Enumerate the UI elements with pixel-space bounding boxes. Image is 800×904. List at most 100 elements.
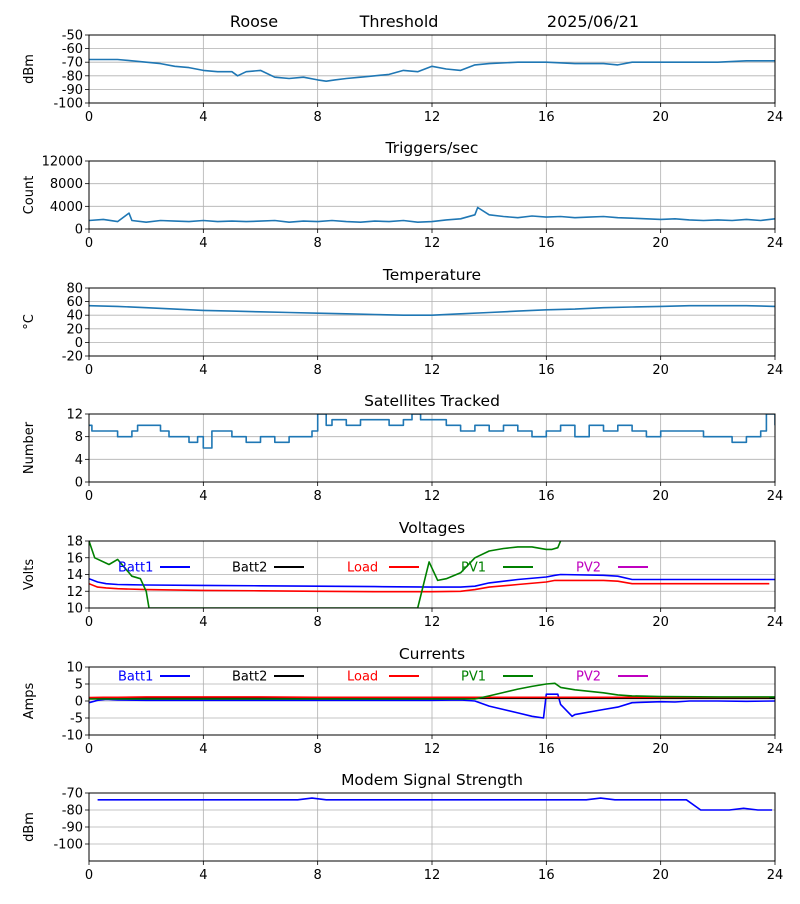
x-tick-label: 24 (767, 110, 784, 125)
x-tick-label: 8 (314, 868, 322, 883)
y-tick-label: 20 (66, 322, 83, 337)
series-line-batt1 (89, 573, 775, 588)
x-tick-label: 4 (199, 236, 207, 251)
chart-title: Triggers/sec (385, 139, 479, 157)
x-tick-label: 0 (85, 615, 93, 630)
x-tick-label: 16 (538, 489, 555, 504)
y-tick-label: 12000 (42, 155, 83, 170)
x-tick-label: 20 (652, 615, 669, 630)
y-tick-label: 80 (66, 282, 83, 297)
x-tick-label: 0 (85, 489, 93, 504)
legend-label-pv2: PV2 (576, 670, 601, 685)
legend-label-batt2: Batt2 (232, 670, 267, 685)
x-tick-label: 12 (424, 363, 441, 378)
legend-label-pv1: PV1 (461, 670, 486, 685)
x-tick-label: 20 (652, 236, 669, 251)
x-tick-label: 4 (199, 742, 207, 757)
y-tick-label: 4000 (50, 200, 83, 215)
x-tick-label: 20 (652, 868, 669, 883)
x-tick-label: 16 (538, 742, 555, 757)
series-line-modem (97, 797, 773, 811)
y-tick-label: 40 (66, 309, 83, 324)
y-tick-label: 10 (66, 602, 83, 617)
x-tick-label: 24 (767, 742, 784, 757)
axes-frame (88, 413, 776, 483)
y-tick-label: -80 (62, 69, 83, 84)
y-tick-label: 8 (75, 430, 83, 445)
x-tick-label: 24 (767, 615, 784, 630)
y-tick-label: 0 (75, 695, 83, 710)
axes-frame (88, 792, 776, 862)
y-tick-label: 0 (75, 476, 83, 491)
y-axis-label: dBm (22, 812, 37, 842)
x-tick-label: 24 (767, 489, 784, 504)
x-tick-label: 16 (538, 236, 555, 251)
x-tick-label: 8 (314, 489, 322, 504)
x-tick-label: 8 (314, 110, 322, 125)
y-tick-label: -50 (62, 29, 83, 44)
series-line-load (89, 579, 770, 593)
y-tick-label: 5 (75, 678, 83, 693)
x-tick-label: 20 (652, 363, 669, 378)
chart-title: Voltages (399, 519, 465, 537)
legend-label-load: Load (347, 670, 378, 685)
x-tick-label: 8 (314, 236, 322, 251)
axes-frame (88, 666, 776, 736)
y-tick-label: -60 (62, 42, 83, 57)
y-tick-label: -70 (62, 56, 83, 71)
series-line-temperature (89, 304, 775, 316)
x-tick-label: 20 (652, 489, 669, 504)
x-tick-label: 16 (538, 363, 555, 378)
x-tick-label: 4 (199, 489, 207, 504)
x-tick-label: 20 (652, 742, 669, 757)
x-tick-label: 8 (314, 363, 322, 378)
y-tick-label: 8000 (50, 177, 83, 192)
x-tick-label: 4 (199, 868, 207, 883)
x-tick-label: 4 (199, 615, 207, 630)
panel-triggers: 0 4 8 12 16 20 24 12000 8000 4000 0 Triggers/sec Cou… (22, 139, 783, 251)
x-tick-label: 8 (314, 742, 322, 757)
y-tick-label: -20 (62, 350, 83, 365)
legend-label-batt2: Batt2 (232, 561, 267, 576)
legend-label-pv1: PV1 (461, 561, 486, 576)
series-line-pv1 (89, 682, 775, 700)
y-tick-label: -70 (62, 787, 83, 802)
series-line-batt1 (89, 693, 775, 719)
y-tick-label: 0 (75, 223, 83, 238)
x-tick-label: 16 (538, 615, 555, 630)
x-tick-label: 16 (538, 110, 555, 125)
x-tick-label: 4 (199, 363, 207, 378)
x-tick-label: 0 (85, 868, 93, 883)
series-line-triggers (89, 206, 775, 223)
y-axis-label: Count (22, 176, 37, 215)
series-line-load (89, 696, 770, 699)
axes-frame (88, 160, 776, 230)
x-tick-label: 24 (767, 236, 784, 251)
x-tick-label: 12 (424, 489, 441, 504)
header-station: Roose (230, 12, 278, 31)
chart-title: Satellites Tracked (364, 392, 500, 410)
x-tick-label: 12 (424, 110, 441, 125)
y-tick-label: -5 (70, 712, 83, 727)
y-tick-label: 10 (66, 661, 83, 676)
x-tick-label: 20 (652, 110, 669, 125)
legend-label-pv2: PV2 (576, 561, 601, 576)
axes-frame (88, 287, 776, 357)
x-tick-label: 0 (85, 110, 93, 125)
y-tick-label: 60 (66, 295, 83, 310)
x-tick-label: 24 (767, 868, 784, 883)
y-axis-label: Amps (22, 682, 37, 719)
legend-label-batt1: Batt1 (118, 561, 153, 576)
y-tick-label: 12 (66, 585, 83, 600)
x-tick-label: 12 (424, 615, 441, 630)
chart-title: Modem Signal Strength (341, 771, 523, 789)
chart-title: Temperature (382, 266, 481, 284)
x-tick-label: 8 (314, 615, 322, 630)
y-tick-label: -100 (53, 838, 83, 853)
x-tick-label: 0 (85, 363, 93, 378)
panel-modem: 0 4 8 12 16 20 24 -70 -80 -90 -100 Modem Signal Str… (22, 771, 783, 883)
